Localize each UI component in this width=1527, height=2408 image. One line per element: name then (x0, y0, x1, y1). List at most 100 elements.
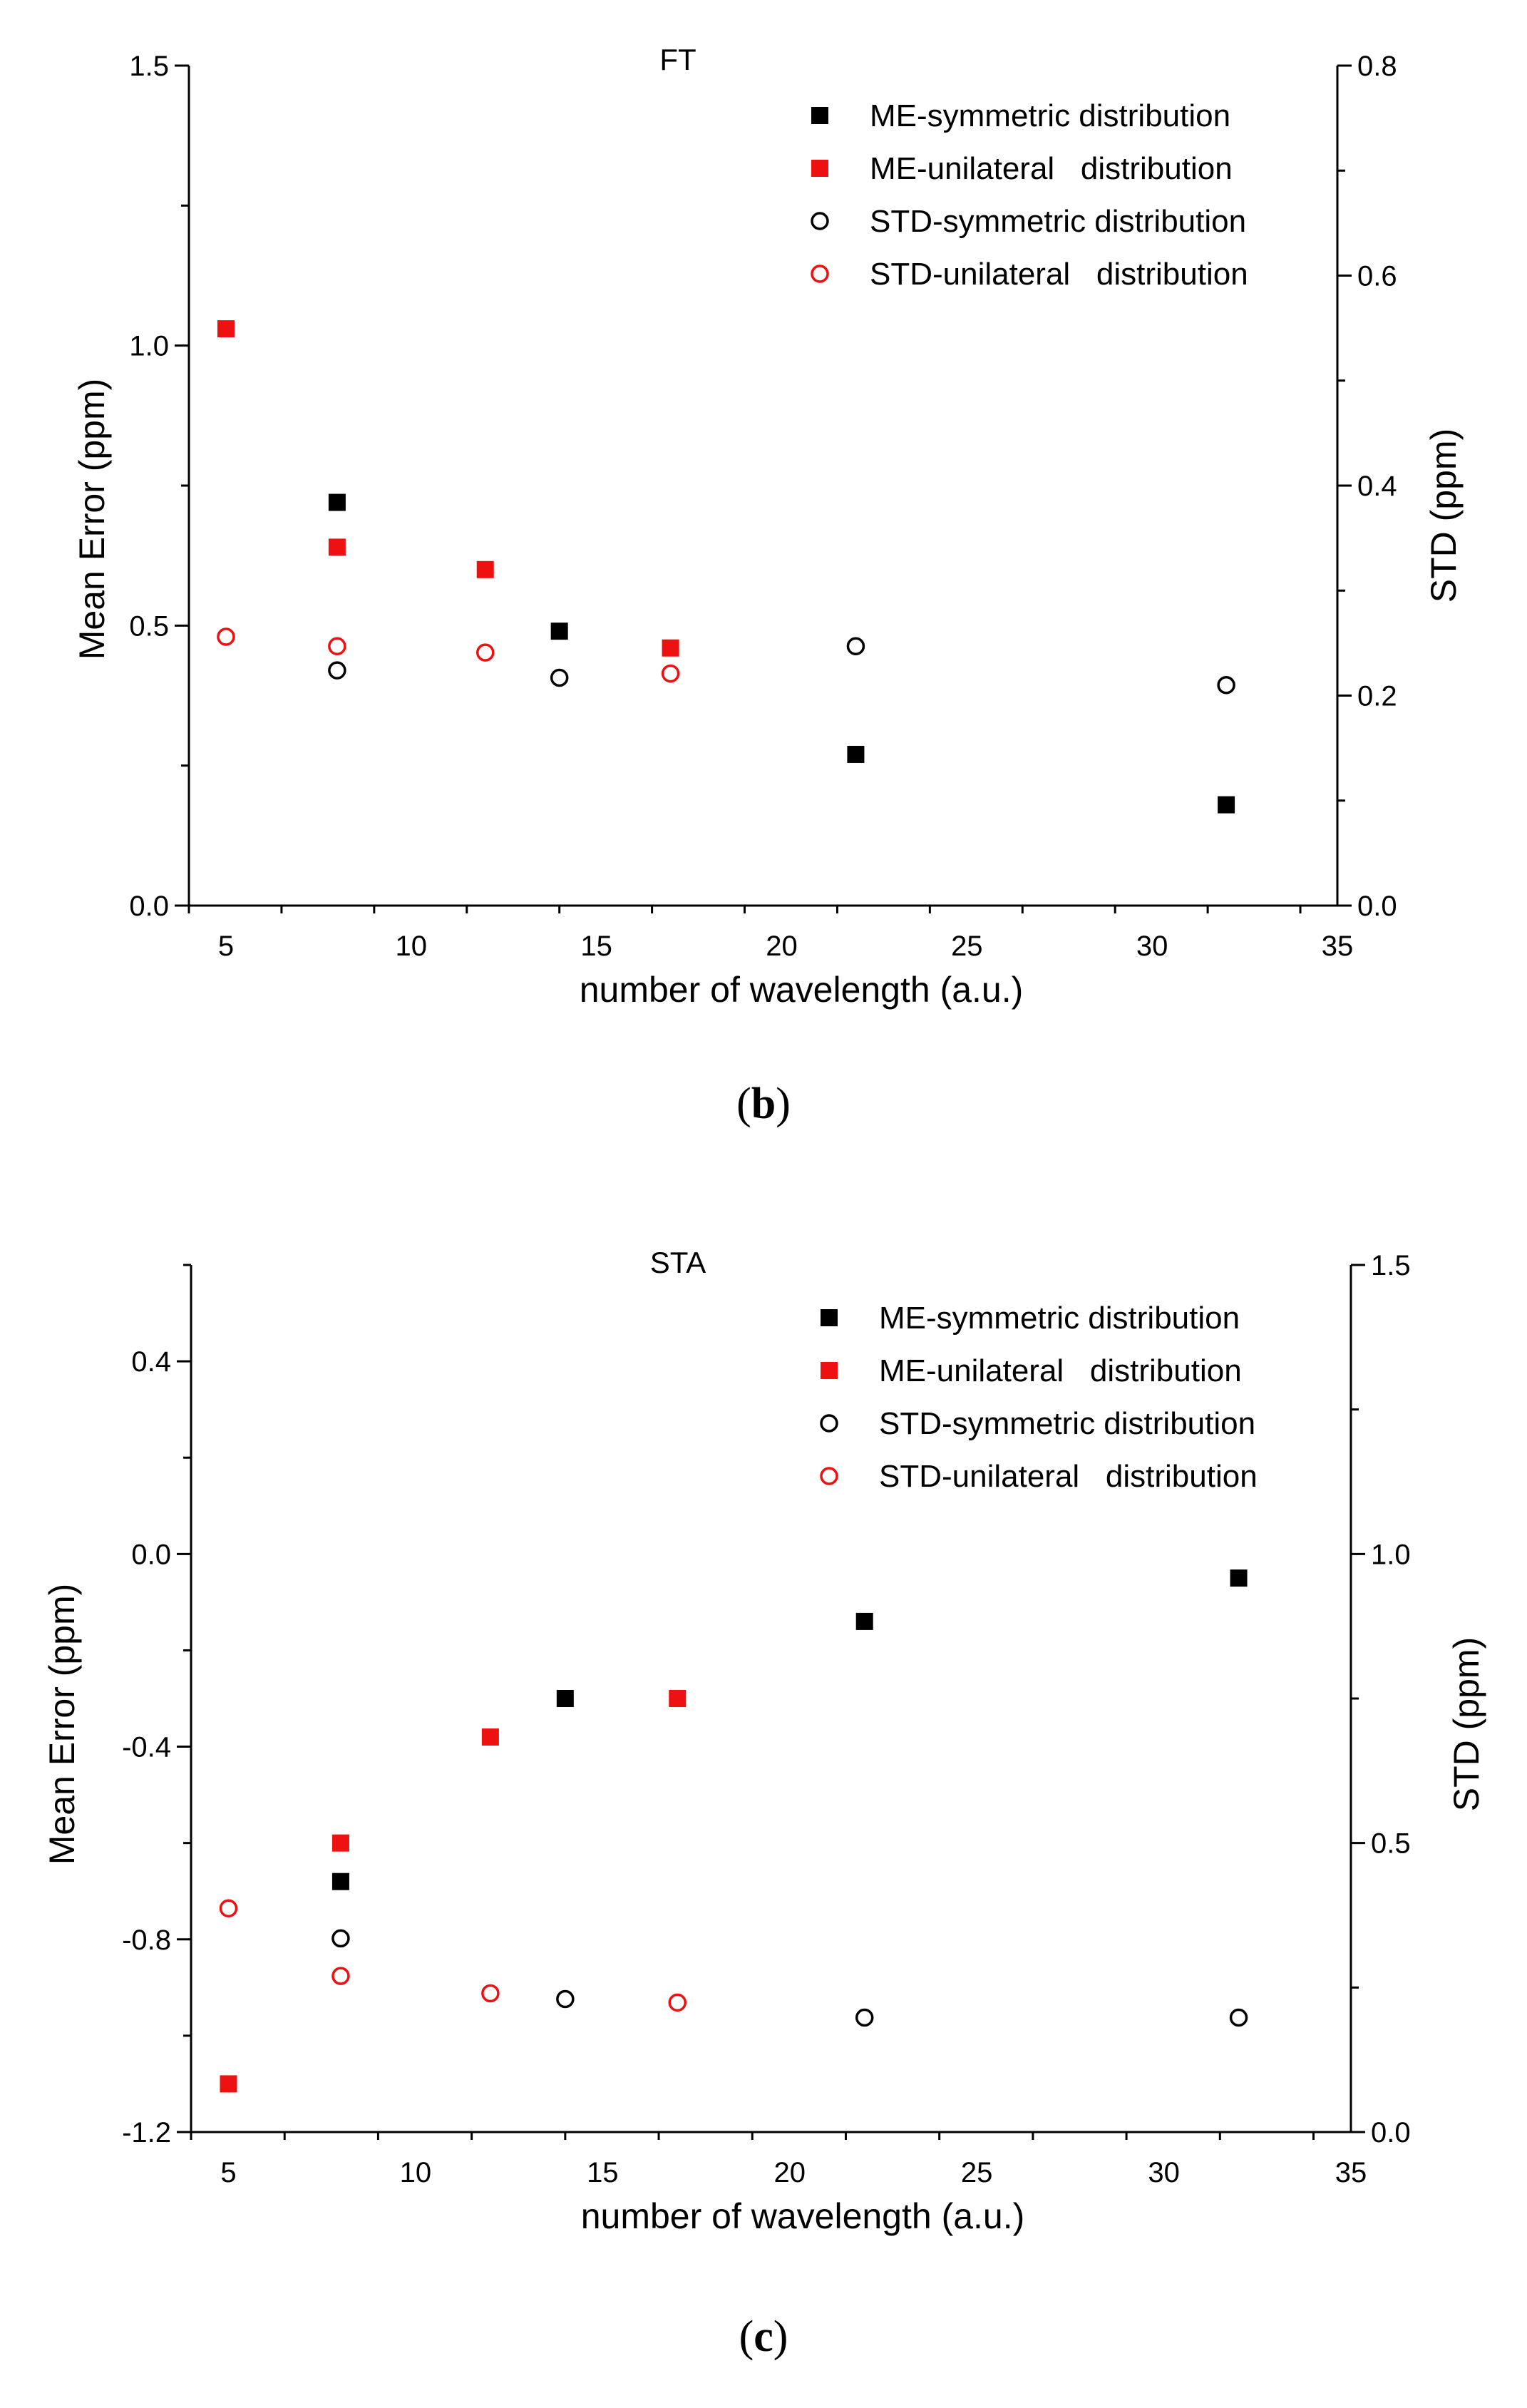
x-tick-label: 35 (1322, 931, 1354, 962)
x-tick-label: 5 (218, 931, 234, 962)
data-point-me-unilateral (476, 560, 494, 578)
tick-group: 5 10 15 20 25 30 350.00.51.01.50.00.20.40.60.8 (129, 51, 1397, 962)
y-right-tick-label: 0.2 (1357, 681, 1397, 712)
x-tick-label: 25 (951, 931, 983, 962)
legend-label: ME-unilateral distribution (870, 151, 1233, 186)
data-point-me-unilateral (331, 1834, 349, 1852)
data-point-me-symmetric (550, 623, 568, 640)
legend-label: STD-symmetric distribution (870, 204, 1246, 239)
panel-letter-b: b (751, 1080, 776, 1128)
y-right-tick-label: 0.5 (1371, 1828, 1411, 1860)
y-left-tick-label: 0.5 (129, 610, 169, 642)
y-right-tick-label: 0.4 (1357, 471, 1397, 502)
x-tick-label: 30 (1136, 931, 1168, 962)
y-right-tick-label: 1.5 (1371, 1250, 1411, 1281)
chart-title: FT (659, 43, 696, 76)
y-left-tick-label: 1.5 (129, 51, 169, 82)
data-point-me-unilateral (217, 320, 235, 338)
data-point-me-unilateral (328, 538, 346, 556)
chart-title: STA (650, 1246, 706, 1279)
legend-label: ME-symmetric distribution (879, 1301, 1240, 1336)
y-left-tick-label: -1.2 (122, 2117, 171, 2148)
data-point-me-symmetric (331, 1872, 349, 1890)
panel-label: (b) (736, 1080, 791, 1128)
legend-label: STD-symmetric distribution (879, 1406, 1255, 1441)
x-tick-label: 25 (961, 2157, 993, 2188)
y-right-tick-label: 0.8 (1357, 51, 1397, 82)
data-point-std-symmetric (1217, 676, 1235, 695)
data-point-me-symmetric (328, 493, 346, 511)
data-point-me-symmetric (847, 745, 865, 763)
data-point-std-unilateral (481, 1984, 500, 2003)
svg-text:(b): (b) (736, 1080, 791, 1128)
x-axis-label: number of wavelength (a.u.) (580, 970, 1024, 1010)
legend: ME-symmetric distribution ME-unilateral d… (811, 98, 1248, 292)
data-point-std-symmetric (1229, 2008, 1248, 2027)
data-point-std-symmetric (846, 637, 865, 656)
legend-marker-circle (820, 1414, 838, 1433)
y-axis-label-right: STD (ppm) (1446, 1637, 1486, 1811)
legend-marker-square (821, 1362, 838, 1379)
data-point-std-symmetric (331, 1929, 350, 1948)
data-point-std-unilateral (668, 1993, 687, 2012)
data-point-me-symmetric (1230, 1569, 1248, 1587)
x-tick-label: 35 (1335, 2157, 1367, 2188)
data-point-std-unilateral (661, 664, 680, 683)
y-right-tick-label: 1.0 (1371, 1539, 1411, 1570)
legend-marker-square (811, 160, 828, 177)
chart-panel-sta: STA 5 10 15 20 25 30 35 -1.2 -0.8 -0.4 0.0 0.4 0.0 0.… (42, 1246, 1486, 2361)
y-left-tick-label: 1.0 (129, 331, 169, 362)
legend-label: STD-unilateral distribution (870, 257, 1248, 292)
y-axis-label-right: STD (ppm) (1424, 429, 1464, 603)
data-point-std-symmetric (328, 661, 346, 680)
y-left-tick-label: 0.4 (131, 1346, 171, 1378)
legend-marker-circle (820, 1467, 838, 1485)
x-tick-label: 5 (220, 2157, 236, 2188)
y-left-tick-label: -0.4 (122, 1732, 171, 1763)
data-point-std-symmetric (855, 2008, 874, 2027)
panel-label: (c) (739, 2312, 788, 2361)
y-left-tick-label: -0.8 (122, 1925, 171, 1956)
data-marks (219, 1569, 1248, 2093)
legend-marker-square (821, 1309, 838, 1326)
x-tick-label: 10 (396, 931, 428, 962)
data-point-std-unilateral (219, 1899, 238, 1918)
legend-label: STD-unilateral distribution (879, 1459, 1258, 1494)
x-tick-label: 20 (766, 931, 798, 962)
legend-marker-circle (811, 212, 829, 230)
data-marks (217, 320, 1235, 814)
y-right-tick-label: 0.0 (1357, 891, 1397, 922)
data-point-me-unilateral (220, 2075, 237, 2093)
axes-group (187, 66, 1339, 907)
data-point-std-unilateral (217, 627, 235, 646)
data-point-me-symmetric (1218, 796, 1235, 814)
legend-label: ME-symmetric distribution (870, 98, 1230, 133)
legend-marker-square (811, 107, 828, 124)
data-point-me-symmetric (556, 1690, 574, 1707)
tick-group: 5 10 15 20 25 30 35 -1.2 -0.8 -0.4 0.0 0.4 0.0 0.5 1.0… (122, 1250, 1411, 2188)
data-point-me-unilateral (669, 1690, 687, 1707)
y-axis-label-left: Mean Error (ppm) (42, 1584, 82, 1865)
x-tick-label: 30 (1148, 2157, 1180, 2188)
data-point-std-symmetric (550, 668, 569, 687)
data-point-me-unilateral (481, 1728, 499, 1746)
data-point-me-unilateral (662, 639, 679, 657)
data-point-me-symmetric (855, 1612, 873, 1630)
y-right-tick-label: 0.0 (1371, 2117, 1411, 2148)
y-left-tick-label: 0.0 (131, 1539, 171, 1570)
y-left-tick-label: 0.0 (129, 891, 169, 922)
y-axis-label-left: Mean Error (ppm) (72, 379, 112, 660)
data-point-std-unilateral (328, 637, 346, 656)
data-point-std-symmetric (556, 1989, 575, 2009)
x-tick-label: 15 (580, 931, 612, 962)
x-tick-label: 20 (773, 2157, 806, 2188)
x-axis-label: number of wavelength (a.u.) (581, 2196, 1025, 2236)
x-tick-label: 15 (587, 2157, 619, 2188)
axes-group (190, 1265, 1352, 2133)
y-right-tick-label: 0.6 (1357, 261, 1397, 292)
legend-label: ME-unilateral distribution (879, 1353, 1242, 1388)
panel-letter-c: c (754, 2312, 773, 2361)
chart-panel-ft: FT 5 10 15 20 25 30 350.00.51.01.50.00.20.40.6… (72, 43, 1464, 1128)
data-point-std-unilateral (331, 1967, 350, 1985)
